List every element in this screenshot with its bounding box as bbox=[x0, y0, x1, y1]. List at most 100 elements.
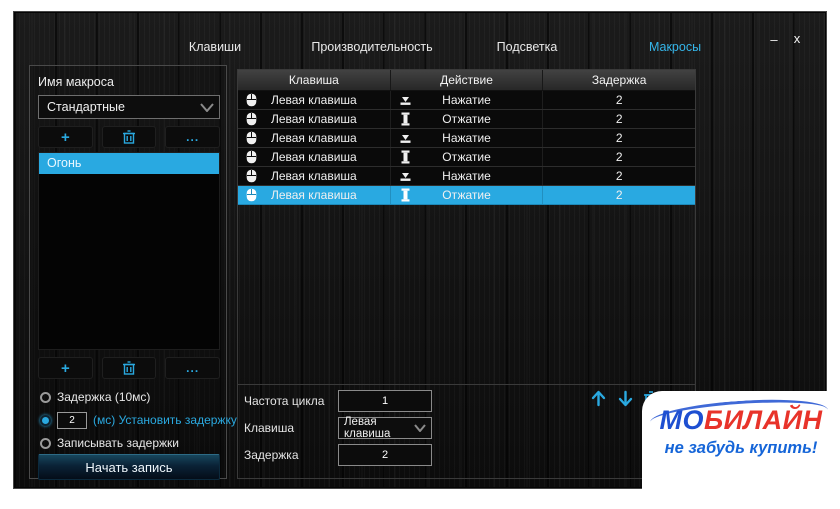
delay-option-record[interactable]: Записывать задержки bbox=[40, 434, 179, 452]
start-record-button[interactable]: Начать запись bbox=[38, 454, 220, 480]
logo-text-red: БИЛАЙН bbox=[704, 405, 823, 435]
mouse-icon bbox=[246, 93, 257, 107]
delay-row: Задержка bbox=[244, 444, 299, 466]
cell-action: Нажатие bbox=[442, 169, 491, 183]
more-event-button[interactable]: ... bbox=[165, 357, 221, 379]
radio-icon[interactable] bbox=[40, 437, 51, 449]
key-row: Клавиша bbox=[244, 417, 294, 439]
ellipsis-icon: ... bbox=[186, 361, 200, 375]
delete-event-button[interactable] bbox=[101, 357, 157, 379]
delay-label: Задержка bbox=[244, 448, 299, 462]
cell-delay: 2 bbox=[615, 188, 623, 202]
cell-action: Отжатие bbox=[442, 188, 491, 202]
cell-action: Отжатие bbox=[442, 150, 491, 164]
logo-letter-o: О bbox=[682, 405, 704, 435]
mouse-icon bbox=[246, 150, 257, 164]
cell-action: Нажатие bbox=[442, 93, 491, 107]
cell-delay: 2 bbox=[615, 93, 623, 107]
mouse-icon bbox=[246, 112, 257, 126]
cell-delay: 2 bbox=[615, 131, 623, 145]
key-press-icon bbox=[399, 132, 412, 144]
preset-dropdown[interactable]: Стандартные bbox=[38, 95, 220, 119]
cell-action: Отжатие bbox=[442, 112, 491, 126]
key-label: Клавиша bbox=[244, 421, 295, 435]
table-row-selected[interactable]: Левая клавиша Отжатие 2 bbox=[238, 186, 695, 205]
cell-key: Левая клавиша bbox=[270, 150, 357, 164]
col-header-delay: Задержка bbox=[591, 73, 647, 87]
key-release-icon bbox=[399, 150, 412, 164]
macro-list-item[interactable]: Огонь bbox=[39, 153, 219, 174]
cell-delay: 2 bbox=[615, 169, 623, 183]
key-release-icon bbox=[399, 188, 412, 202]
col-header-key: Клавиша bbox=[238, 70, 391, 90]
table-row[interactable]: Левая клавиша Нажатие 2 bbox=[238, 167, 695, 186]
cell-key: Левая клавиша bbox=[270, 169, 357, 183]
mobiline-watermark: МОБИЛАЙН не забудь купить! bbox=[642, 391, 840, 509]
table-row[interactable]: Левая клавиша Нажатие 2 bbox=[238, 129, 695, 148]
app-window: Клавиши Производительность Подсветка Мак… bbox=[13, 11, 827, 489]
delay-option-custom[interactable]: (мс) Установить задержку bbox=[40, 411, 237, 429]
macro-name-panel: Имя макроса Стандартные + ... Огонь + bbox=[29, 65, 237, 480]
cell-action: Нажатие bbox=[442, 131, 491, 145]
add-event-button[interactable]: + bbox=[38, 357, 93, 379]
editor-divider bbox=[238, 384, 695, 385]
delete-macro-button[interactable] bbox=[101, 126, 157, 148]
cycle-count-label: Частота цикла bbox=[244, 394, 325, 408]
mouse-icon bbox=[246, 188, 257, 202]
trash-icon bbox=[123, 130, 135, 144]
macro-list[interactable]: Огонь bbox=[38, 152, 220, 350]
tab-backlight[interactable]: Подсветка bbox=[496, 40, 558, 54]
cell-delay: 2 bbox=[615, 112, 623, 126]
tab-macros[interactable]: Макросы bbox=[648, 40, 702, 54]
cell-key: Левая клавиша bbox=[270, 93, 357, 107]
logo-letter-m: М bbox=[659, 405, 683, 435]
mouse-icon bbox=[246, 169, 257, 183]
custom-delay-input[interactable] bbox=[57, 411, 87, 429]
plus-icon: + bbox=[60, 128, 70, 146]
cell-key: Левая клавиша bbox=[270, 112, 357, 126]
radio-label: Записывать задержки bbox=[57, 436, 179, 450]
radio-label: (мс) Установить задержку bbox=[93, 413, 237, 427]
move-up-icon[interactable] bbox=[590, 390, 607, 407]
preset-dropdown-value: Стандартные bbox=[47, 100, 125, 114]
minimize-button[interactable]: – bbox=[770, 32, 778, 47]
table-row[interactable]: Левая клавиша Отжатие 2 bbox=[238, 148, 695, 167]
key-press-icon bbox=[399, 170, 412, 182]
ellipsis-icon: ... bbox=[186, 130, 200, 144]
table-row[interactable]: Левая клавиша Нажатие 2 bbox=[238, 91, 695, 110]
key-dropdown[interactable]: Левая клавиша bbox=[338, 416, 432, 440]
key-release-icon bbox=[399, 112, 412, 126]
delay-input[interactable] bbox=[338, 444, 432, 466]
radio-label: Задержка (10мс) bbox=[57, 390, 151, 404]
cell-key: Левая клавиша bbox=[270, 131, 357, 145]
cycle-count-input[interactable] bbox=[338, 390, 432, 412]
chevron-down-icon bbox=[414, 424, 426, 432]
col-header-action: Действие bbox=[391, 70, 544, 90]
table-header: Клавиша Действие Задержка bbox=[238, 70, 695, 91]
table-row[interactable]: Левая клавиша Отжатие 2 bbox=[238, 110, 695, 129]
cycle-count-row: Частота цикла bbox=[244, 390, 324, 412]
logo-tagline: не забудь купить! bbox=[664, 439, 818, 457]
add-macro-button[interactable]: + bbox=[38, 126, 93, 148]
macro-toolbar-bottom: + ... bbox=[38, 357, 221, 379]
macro-name-title: Имя макроса bbox=[38, 75, 114, 89]
more-macro-button[interactable]: ... bbox=[165, 126, 221, 148]
mobiline-logo: МОБИЛАЙН bbox=[642, 405, 840, 436]
tab-performance[interactable]: Производительность bbox=[311, 40, 433, 54]
plus-icon: + bbox=[60, 359, 70, 377]
trash-icon bbox=[123, 361, 135, 375]
macro-editor-panel: Клавиша Действие Задержка Левая клавиша … bbox=[237, 69, 696, 479]
radio-icon[interactable] bbox=[40, 391, 51, 403]
move-down-icon[interactable] bbox=[617, 390, 634, 407]
tab-keys[interactable]: Клавиши bbox=[188, 40, 242, 54]
key-dropdown-value: Левая клавиша bbox=[344, 416, 391, 440]
cell-key: Левая клавиша bbox=[270, 188, 357, 202]
cell-delay: 2 bbox=[615, 150, 623, 164]
mouse-icon bbox=[246, 131, 257, 145]
close-button[interactable]: x bbox=[793, 31, 801, 46]
chevron-down-icon bbox=[200, 102, 214, 112]
radio-checked-icon[interactable] bbox=[40, 414, 51, 426]
delay-option-default[interactable]: Задержка (10мс) bbox=[40, 388, 150, 406]
macro-toolbar-top: + ... bbox=[38, 126, 221, 148]
key-press-icon bbox=[399, 94, 412, 106]
